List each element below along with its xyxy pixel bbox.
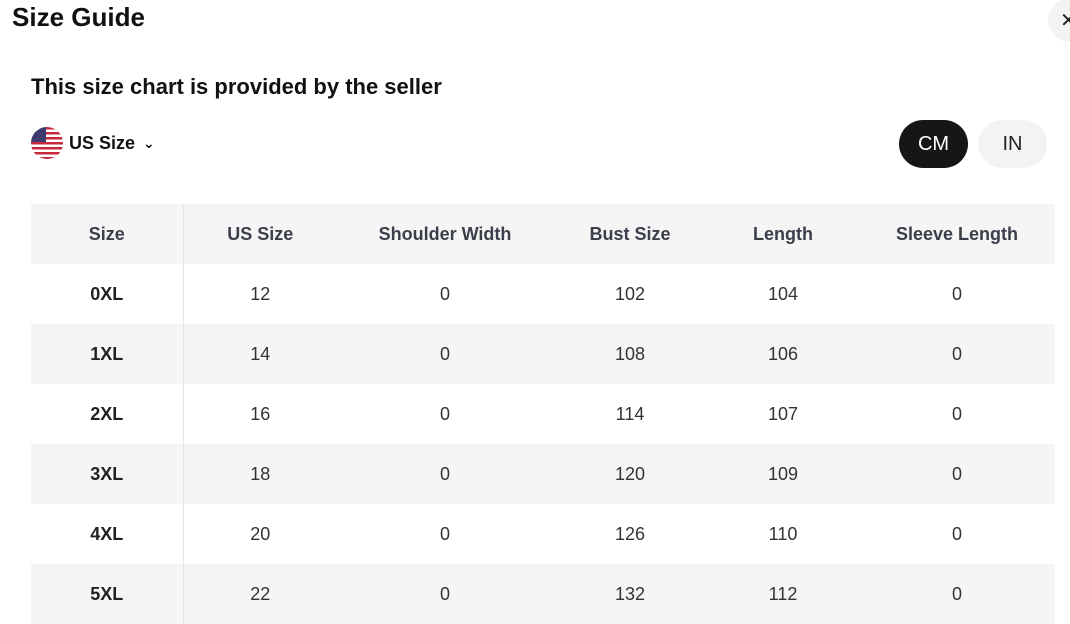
- table-cell: 0: [951, 463, 962, 484]
- unit-toggle[interactable]: CM IN: [899, 120, 1047, 168]
- table-cell: 18: [250, 463, 271, 484]
- table-cell: 112: [768, 583, 798, 604]
- table-cell: 0: [951, 343, 962, 364]
- table-row: 2XL 16 0 114 107 0: [31, 384, 1055, 444]
- table-row: 3XL 18 0 120 109 0: [31, 444, 1055, 504]
- table-cell: 114: [615, 403, 645, 424]
- table-cell: 12: [250, 283, 271, 304]
- table-header-row: Size US Size Shoulder Width Bust Size Length…: [31, 204, 1055, 264]
- chevron-down-icon: ⌄: [143, 134, 155, 151]
- table-row: 0XL 12 0 102 104 0: [31, 264, 1055, 324]
- us-flag-icon: [31, 127, 63, 159]
- table-cell: 120: [614, 463, 646, 484]
- table-cell: 14: [250, 343, 271, 364]
- page-title: Size Guide: [12, 2, 145, 32]
- table-cell: 4XL: [31, 504, 184, 564]
- table-cell: 102: [614, 283, 646, 304]
- close-button[interactable]: ✕: [1048, 0, 1070, 42]
- table-cell: 0: [951, 523, 962, 544]
- column-header: Size: [31, 204, 184, 264]
- column-header: US Size: [227, 223, 294, 244]
- table-row: 5XL 22 0 132 112 0: [31, 564, 1055, 624]
- table-cell: 0: [439, 343, 450, 364]
- table-cell: 132: [614, 583, 646, 604]
- table-cell: 3XL: [31, 444, 184, 504]
- close-icon[interactable]: ✕: [1060, 9, 1070, 32]
- table-cell: 0: [439, 283, 450, 304]
- table-cell: 0: [951, 283, 962, 304]
- table-cell: 1XL: [31, 324, 184, 384]
- table-cell: 5XL: [31, 564, 184, 624]
- size-table: Size US Size Shoulder Width Bust Size Length…: [31, 204, 1055, 624]
- table-cell: 126: [614, 523, 646, 544]
- table-cell: 107: [767, 403, 799, 424]
- table-cell: 109: [767, 463, 799, 484]
- table-cell: 0: [439, 583, 450, 604]
- table-cell: 0: [951, 403, 962, 424]
- table-cell: 0: [439, 463, 450, 484]
- table-cell: 108: [614, 343, 646, 364]
- column-header: Shoulder Width: [378, 223, 512, 244]
- table-cell: 0: [951, 583, 962, 604]
- size-system-dropdown[interactable]: US Size ⌄: [31, 127, 155, 159]
- unit-in-button[interactable]: IN: [978, 120, 1047, 168]
- column-header: Length: [753, 223, 813, 244]
- table-cell: 22: [250, 583, 271, 604]
- subtitle: This size chart is provided by the selle…: [31, 74, 442, 99]
- table-cell: 106: [767, 343, 799, 364]
- table-cell: 0XL: [31, 264, 184, 324]
- table-row: 4XL 20 0 126 110 0: [31, 504, 1055, 564]
- unit-cm-button[interactable]: CM: [899, 120, 968, 168]
- table-cell: 2XL: [31, 384, 184, 444]
- table-cell: 110: [768, 523, 798, 544]
- size-system-label: US Size: [69, 132, 136, 153]
- table-cell: 104: [767, 283, 799, 304]
- table-cell: 20: [250, 523, 271, 544]
- column-header: Sleeve Length: [895, 223, 1019, 244]
- column-header: Bust Size: [589, 223, 671, 244]
- table-cell: 0: [439, 403, 450, 424]
- table-cell: 0: [439, 523, 450, 544]
- table-row: 1XL 14 0 108 106 0: [31, 324, 1055, 384]
- table-cell: 16: [250, 403, 271, 424]
